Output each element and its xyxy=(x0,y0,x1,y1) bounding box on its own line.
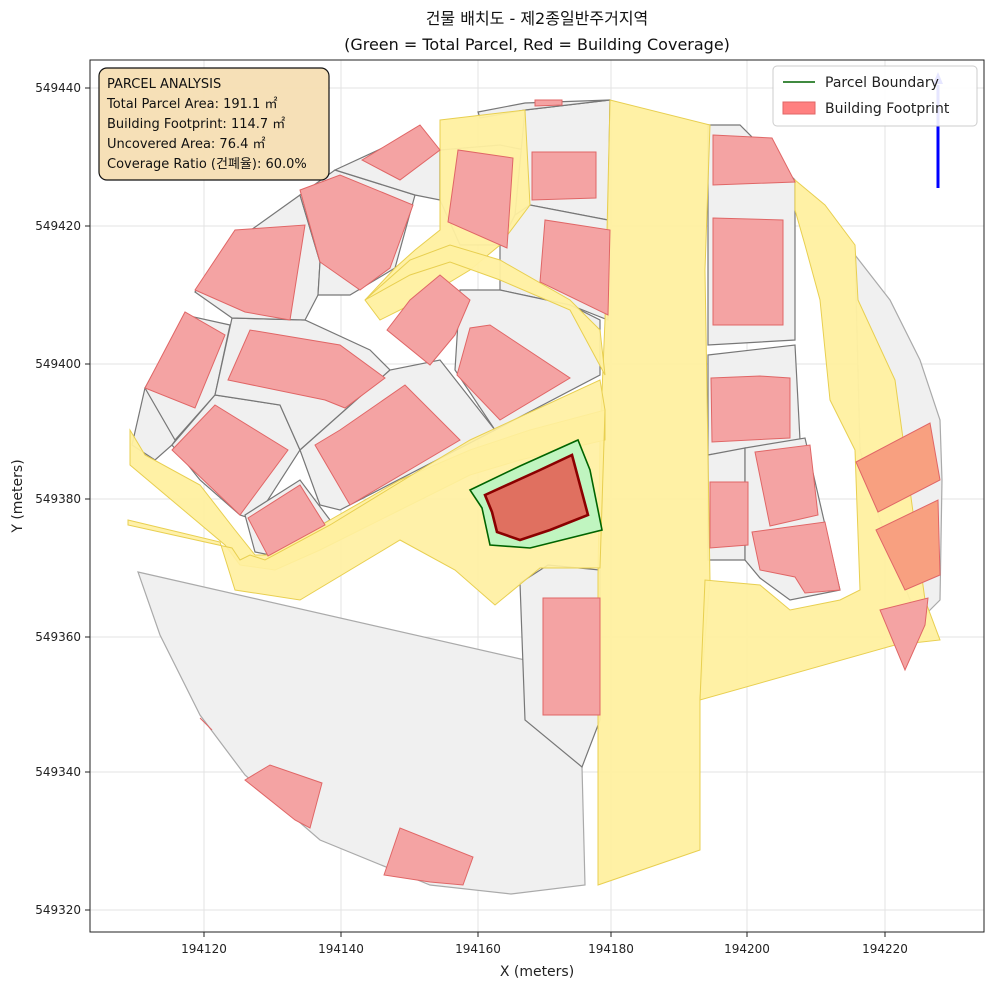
building-13 xyxy=(539,219,611,316)
building-23 xyxy=(875,499,941,591)
building-15 xyxy=(542,597,601,716)
building-4 xyxy=(171,404,289,516)
building-24 xyxy=(879,597,929,672)
building-26 xyxy=(244,764,323,829)
building-1 xyxy=(144,311,226,409)
y-tick-labels: 549440 549420 549400 549380 549360 54934… xyxy=(35,81,81,917)
analysis-box-background xyxy=(98,67,330,181)
y-tick-label: 549380 xyxy=(35,492,81,506)
analysis-coverage-ratio: Coverage Ratio (건폐율): 60.0% xyxy=(107,157,307,172)
analysis-heading: PARCEL ANALYSIS xyxy=(107,77,221,92)
building-10 xyxy=(447,149,514,249)
building-19 xyxy=(709,481,749,549)
building-11 xyxy=(456,324,571,421)
building-17 xyxy=(712,217,784,326)
x-tick-label: 194140 xyxy=(318,942,364,956)
legend-background xyxy=(772,65,978,127)
building-12 xyxy=(531,151,597,201)
x-axis-label: X (meters) xyxy=(500,964,574,980)
road-southwest xyxy=(127,379,606,606)
x-tick-label: 194120 xyxy=(181,942,227,956)
y-tick-label: 549400 xyxy=(35,357,81,371)
x-tick-label: 194160 xyxy=(455,942,501,956)
building-22 xyxy=(855,422,941,513)
building-16 xyxy=(712,134,796,186)
building-20 xyxy=(754,444,819,527)
x-tick-label: 194200 xyxy=(724,942,770,956)
roads xyxy=(127,99,941,886)
y-tick-label: 549340 xyxy=(35,765,81,779)
road-main-vertical xyxy=(597,99,711,886)
building-25 xyxy=(199,717,213,731)
plot-frame xyxy=(89,59,985,933)
target-building-footprint xyxy=(483,453,590,542)
parcel-analysis-box: PARCEL ANALYSIS Total Parcel Area: 191.1… xyxy=(98,67,330,181)
chart-title-line2: (Green = Total Parcel, Red = Building Co… xyxy=(344,35,730,54)
road-east-vertical xyxy=(699,178,941,701)
building-2 xyxy=(194,224,306,321)
building-3 xyxy=(227,329,386,409)
y-tick-label: 549440 xyxy=(35,81,81,95)
road-mid-bend xyxy=(364,244,606,376)
building-27 xyxy=(383,827,474,886)
x-tick-labels: 194120 194140 194160 194180 194200 19422… xyxy=(181,942,908,956)
building-6 xyxy=(299,174,414,291)
analysis-uncovered-area: Uncovered Area: 76.4 ㎡ xyxy=(107,137,266,152)
x-tick-label: 194180 xyxy=(588,942,634,956)
analysis-total-area: Total Parcel Area: 191.1 ㎡ xyxy=(106,97,277,112)
y-tick-label: 549420 xyxy=(35,219,81,233)
y-tick-label: 549320 xyxy=(35,903,81,917)
building-9 xyxy=(386,274,471,366)
buildings xyxy=(144,99,941,886)
legend-parcel-boundary-label: Parcel Boundary xyxy=(825,75,939,91)
legend-building-footprint-swatch xyxy=(782,101,816,115)
building-7 xyxy=(360,124,441,181)
chart-title-line1: 건물 배치도 - 제2종일반주거지역 xyxy=(426,9,649,28)
x-tick-label: 194220 xyxy=(862,942,908,956)
building-8 xyxy=(314,384,461,506)
analysis-building-footprint: Building Footprint: 114.7 ㎡ xyxy=(107,117,285,132)
legend: Parcel Boundary Building Footprint xyxy=(772,65,978,127)
building-18 xyxy=(710,375,791,443)
building-21 xyxy=(751,521,841,594)
tick-marks xyxy=(85,87,886,937)
y-tick-label: 549360 xyxy=(35,630,81,644)
y-axis-label: Y (meters) xyxy=(10,459,26,533)
building-5 xyxy=(247,484,326,557)
legend-building-footprint-label: Building Footprint xyxy=(825,101,950,117)
building-14 xyxy=(534,99,563,107)
